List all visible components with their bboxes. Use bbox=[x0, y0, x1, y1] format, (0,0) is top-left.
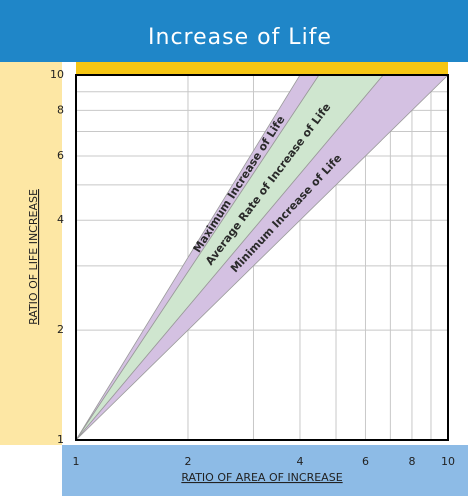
x-axis-label: RATIO OF AREA OF INCREASE bbox=[181, 471, 342, 484]
plot-border bbox=[75, 74, 449, 441]
x-tick-label: 2 bbox=[184, 455, 191, 468]
y-axis-label: RATIO OF LIFE INCREASE bbox=[27, 189, 40, 325]
x-tick-label: 6 bbox=[362, 455, 369, 468]
x-panel bbox=[62, 445, 468, 496]
y-tick-label: 10 bbox=[50, 68, 64, 81]
x-tick-label: 4 bbox=[296, 455, 303, 468]
x-tick-label: 1 bbox=[73, 455, 80, 468]
y-tick-label: 2 bbox=[57, 323, 64, 336]
y-tick-label: 4 bbox=[57, 213, 64, 226]
title-bar bbox=[0, 0, 468, 62]
y-tick-label: 8 bbox=[57, 103, 64, 116]
chart-title: Increase of Life bbox=[148, 25, 332, 50]
top-bar bbox=[76, 62, 448, 75]
y-tick-label: 1 bbox=[57, 433, 64, 446]
y-panel bbox=[0, 62, 62, 445]
x-tick-label: 8 bbox=[408, 455, 415, 468]
x-tick-label: 10 bbox=[441, 455, 455, 468]
y-tick-label: 6 bbox=[57, 149, 64, 162]
